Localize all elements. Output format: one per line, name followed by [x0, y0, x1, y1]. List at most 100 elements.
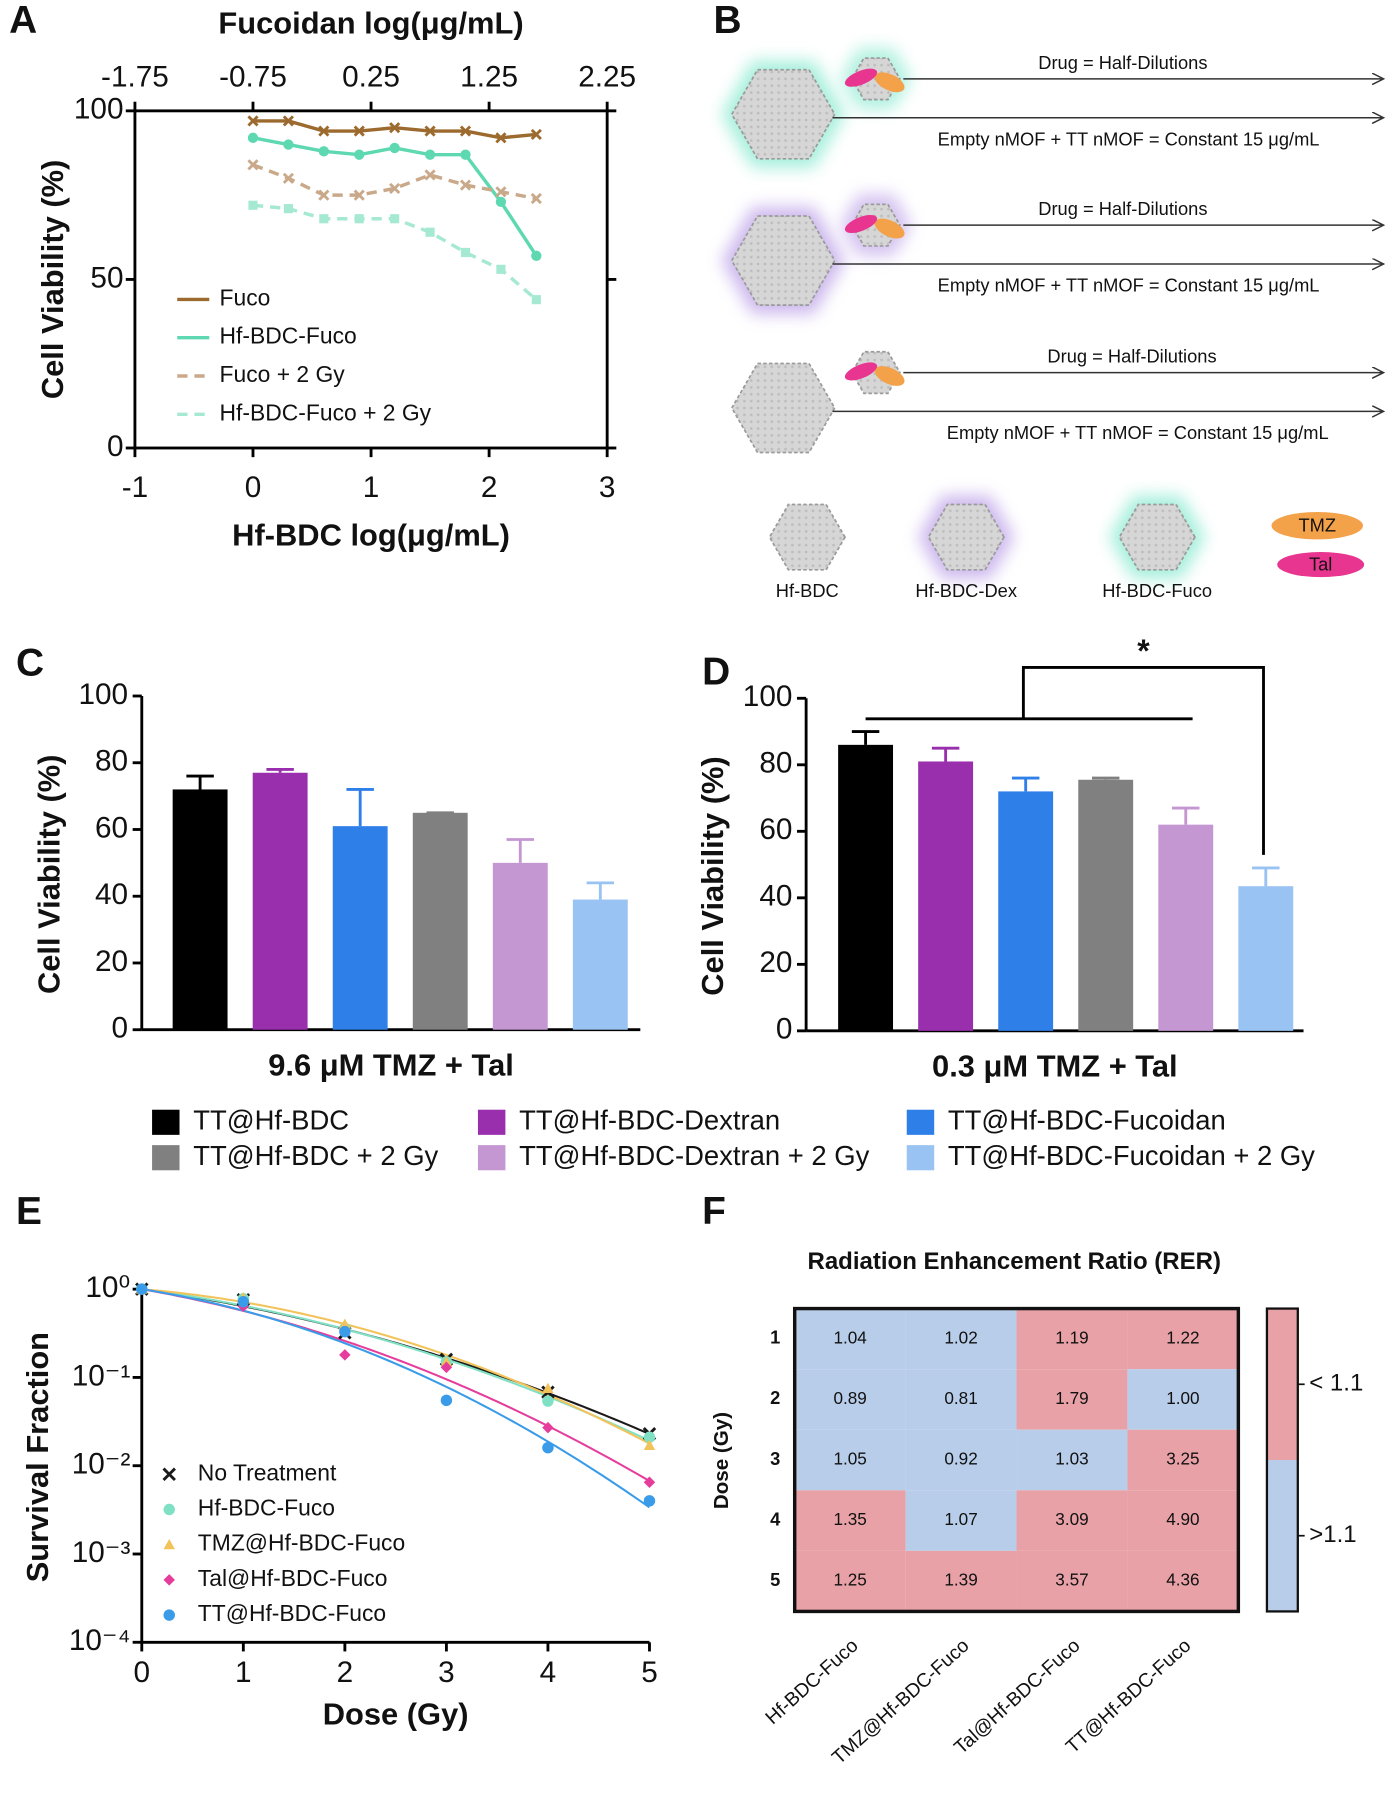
- heatmap-cell: [794, 1369, 906, 1430]
- x2-tick-label: -1.75: [101, 61, 169, 94]
- significance-bracket: [865, 666, 1265, 855]
- y-tick-label: 0: [112, 1012, 129, 1045]
- marker: [459, 125, 472, 137]
- x2-tick-label: 0.25: [342, 61, 400, 94]
- error-bar: [1011, 776, 1040, 792]
- legend-swatch: [152, 1109, 180, 1135]
- panel-label: B: [714, 0, 742, 42]
- cell-label: 4.90: [1166, 1509, 1199, 1529]
- heatmap-cell: [1016, 1369, 1128, 1430]
- legend-label: TT@Hf-BDC-Fuco: [198, 1600, 386, 1626]
- heatmap-cell: [905, 1308, 1017, 1370]
- legend-label: No Treatment: [198, 1459, 337, 1485]
- y-tick-label: 80: [95, 745, 128, 778]
- heatmap-cell: [905, 1490, 1017, 1551]
- nanoparticle: [768, 503, 846, 571]
- tal-drug: [844, 214, 878, 234]
- tmz-drug: [874, 366, 905, 386]
- legend-label: Hf-BDC-Fuco: [1102, 580, 1212, 601]
- y-axis-title: Dose (Gy): [710, 1412, 733, 1509]
- cell-label: 1.03: [1055, 1449, 1088, 1469]
- legend-swatch: [152, 1145, 180, 1171]
- marker: [460, 247, 471, 258]
- legend-label: TMZ@Hf-BDC-Fuco: [198, 1530, 405, 1556]
- marker: [542, 1382, 554, 1394]
- marker: [542, 1395, 554, 1407]
- y-tick-label: 60: [95, 811, 128, 844]
- legend-label: Tal@Hf-BDC-Fuco: [198, 1565, 388, 1591]
- y-tick-label: 80: [759, 747, 792, 780]
- heatmap-cell: [1016, 1308, 1128, 1370]
- heatmap-cell: [1127, 1308, 1239, 1370]
- legend-label: Tal: [1309, 554, 1332, 575]
- y-tick-label: 10⁻²: [72, 1448, 131, 1481]
- plot-frame: [133, 109, 609, 450]
- legend-label: Hf-BDC-Dex: [915, 580, 1017, 601]
- error-bar: [1091, 776, 1120, 780]
- cell-label: 1.79: [1055, 1388, 1088, 1408]
- marker: [530, 128, 542, 141]
- marker: [460, 149, 471, 160]
- nanoparticle: [730, 68, 836, 160]
- cell-label: 3.09: [1055, 1509, 1088, 1529]
- arrow-label: Empty nMOF + TT nMOF = Constant 15 μg/mL: [947, 422, 1329, 443]
- cell-label: 1.25: [833, 1570, 866, 1590]
- nanoparticle: [1118, 503, 1196, 571]
- heatmap-title: Radiation Enhancement Ratio (RER): [807, 1248, 1220, 1275]
- error-bar: [1252, 866, 1280, 887]
- bar: [998, 791, 1054, 1031]
- marker: [247, 132, 259, 143]
- legend-label: Hf-BDC: [776, 580, 839, 601]
- marker: [424, 169, 436, 181]
- marker: [495, 132, 507, 144]
- heatmap-cell: [794, 1308, 906, 1370]
- marker: [643, 1431, 656, 1443]
- colorbar-label: < 1.1: [1309, 1370, 1363, 1397]
- marker: [496, 264, 506, 274]
- bar: [1158, 824, 1214, 1031]
- marker: [318, 125, 330, 137]
- panel-label: E: [16, 1190, 42, 1233]
- x-tick-label: 1: [363, 471, 380, 504]
- nanoparticle: [730, 362, 836, 454]
- colorbar-segment: [1266, 1460, 1298, 1612]
- y-tick-label: 0: [107, 430, 124, 463]
- marker: [459, 179, 472, 191]
- legend-swatch: [1277, 552, 1365, 578]
- legend-swatch: [477, 1109, 506, 1135]
- cell-label: 0.81: [944, 1388, 977, 1408]
- legend-marker: [162, 1467, 176, 1482]
- cell-label: 1.04: [833, 1327, 867, 1347]
- bar: [252, 772, 308, 1030]
- legend-label: Hf-BDC-Fuco + 2 Gy: [220, 399, 432, 425]
- marker: [530, 192, 542, 205]
- marker: [283, 204, 293, 214]
- marker: [542, 1421, 554, 1434]
- marker: [425, 227, 435, 237]
- bar: [332, 826, 388, 1030]
- cell-label: 1.00: [1166, 1388, 1199, 1408]
- marker: [136, 1283, 148, 1295]
- marker: [424, 149, 436, 160]
- colorbar-segment: [1266, 1308, 1298, 1460]
- legend-label: Hf-BDC-Fuco: [198, 1495, 335, 1521]
- marker: [283, 139, 294, 150]
- marker: [389, 142, 400, 154]
- fit-curve: [141, 1289, 650, 1435]
- heatmap-cell: [1127, 1490, 1239, 1551]
- legend-marker: [163, 1609, 175, 1621]
- legend-swatch: [906, 1109, 935, 1135]
- marker: [495, 186, 507, 198]
- marker: [389, 182, 401, 194]
- x-tick-label: 2: [481, 471, 498, 504]
- heatmap-cell: [1127, 1550, 1239, 1612]
- series-line: [252, 136, 538, 257]
- bar: [172, 789, 228, 1030]
- cell-label: 1.39: [944, 1570, 977, 1590]
- y-tick-label: 100: [78, 678, 128, 711]
- marker: [247, 159, 259, 171]
- heatmap-cell: [1016, 1429, 1128, 1491]
- x-axis-title: 9.6 μM TMZ + Tal: [268, 1048, 514, 1083]
- row-label: 4: [770, 1508, 781, 1529]
